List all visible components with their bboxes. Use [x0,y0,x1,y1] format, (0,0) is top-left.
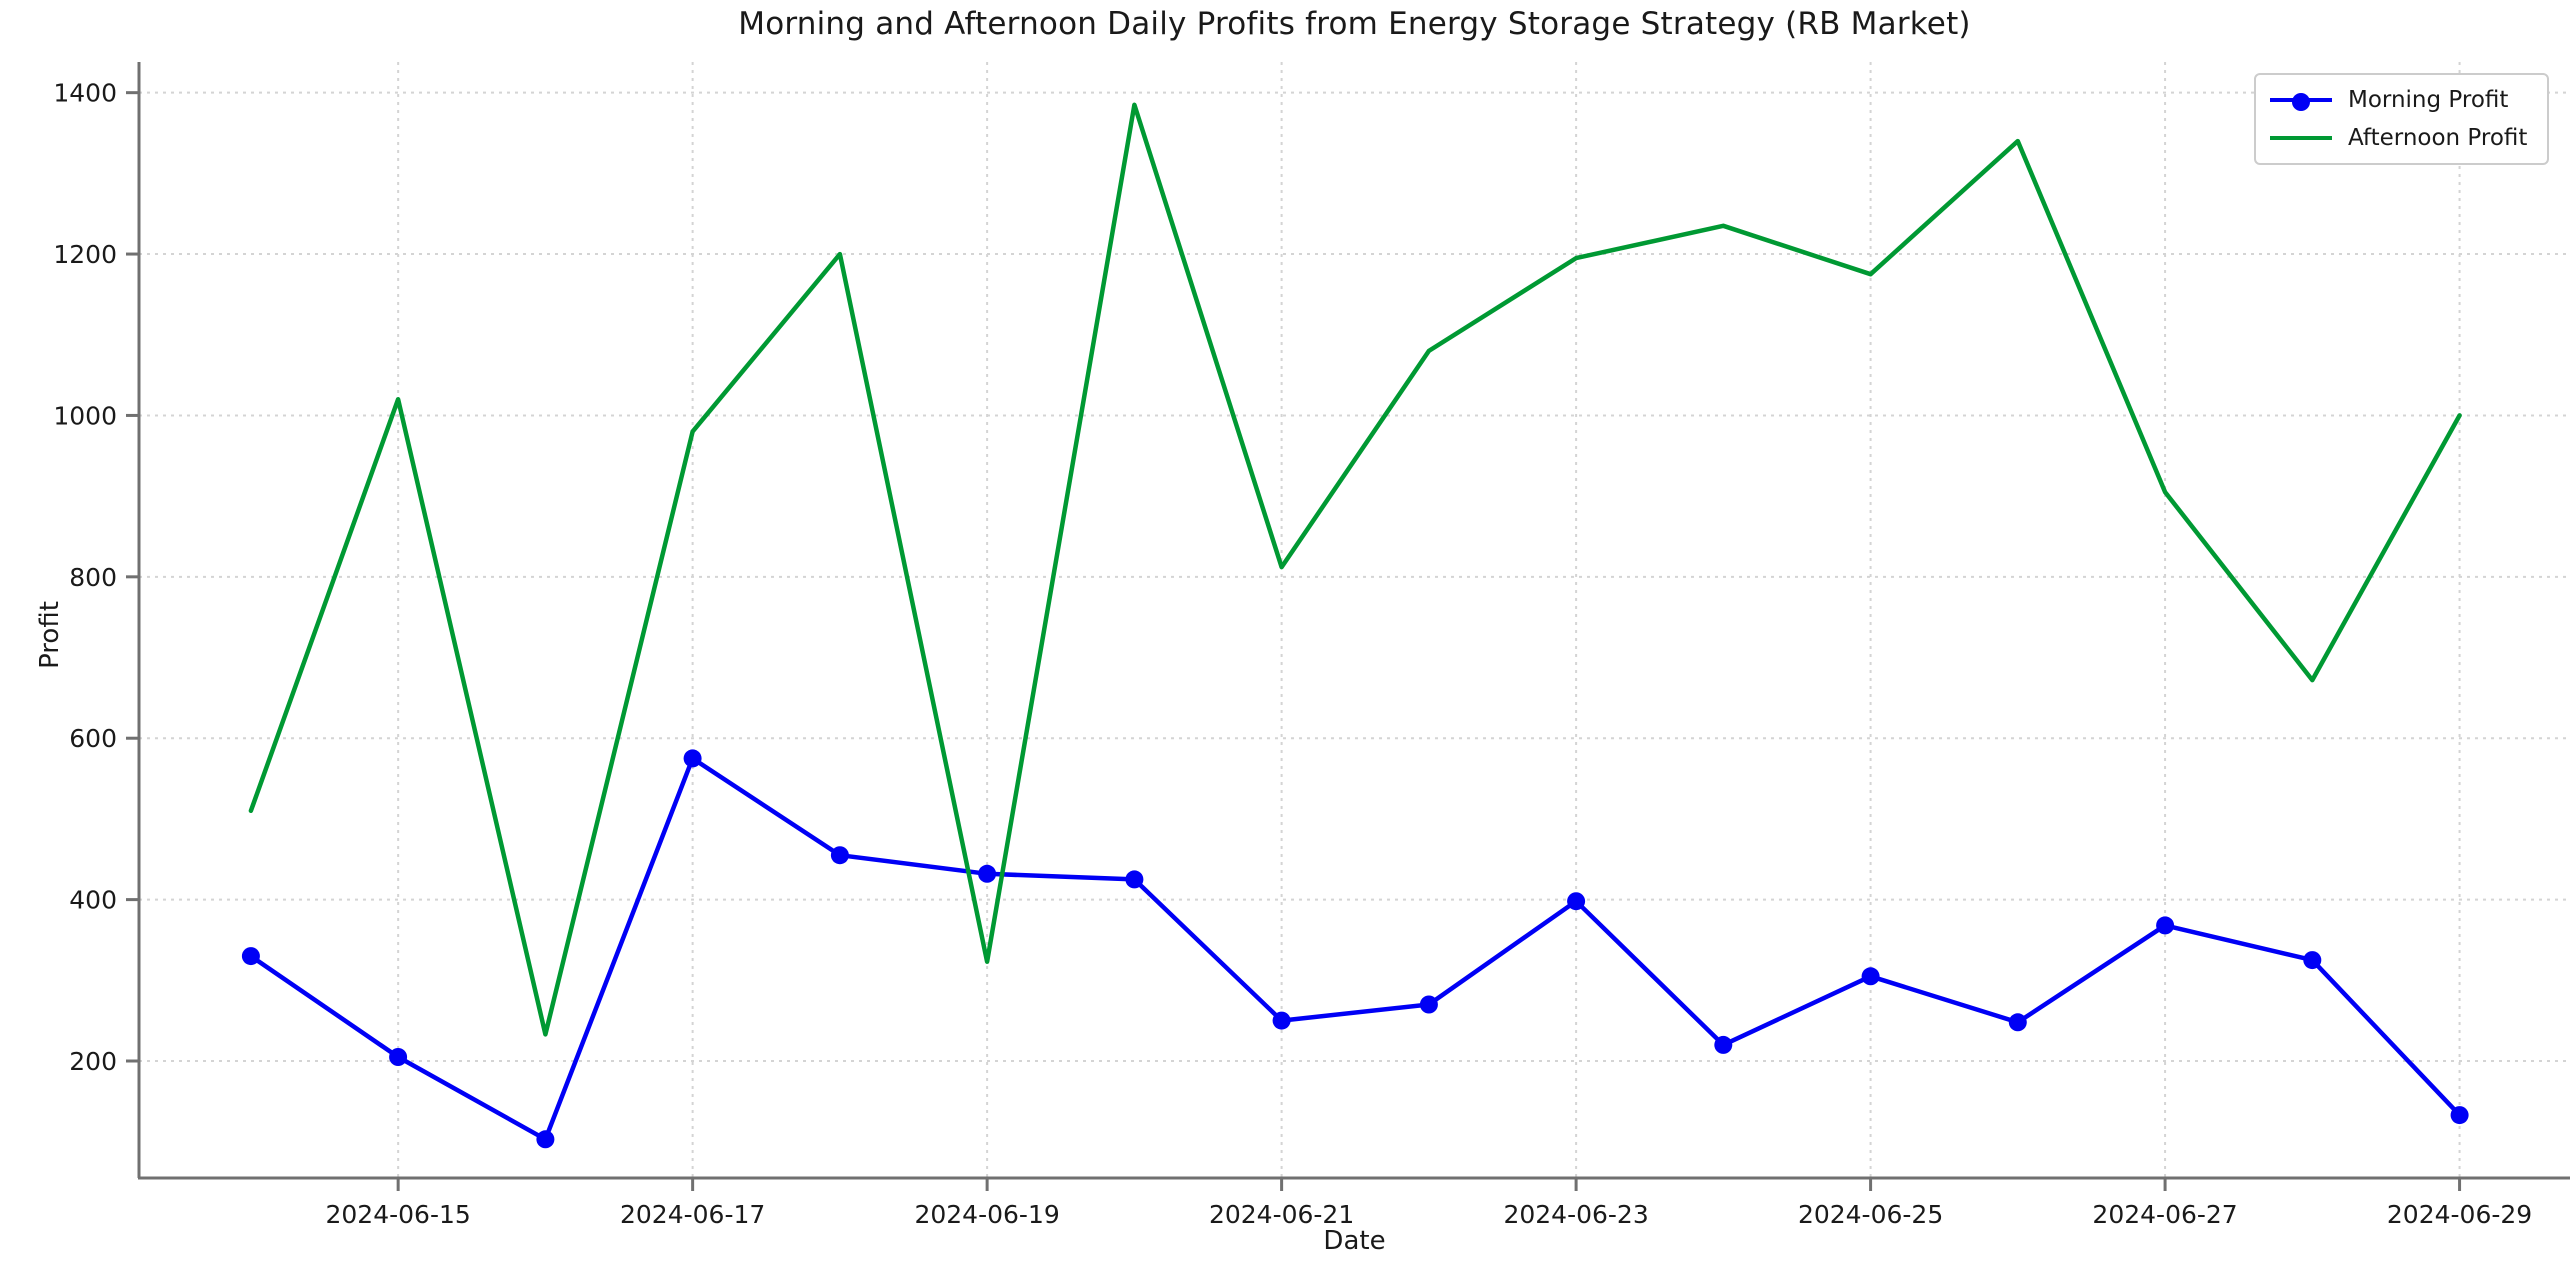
legend-label-afternoon: Afternoon Profit [2348,125,2528,151]
chart-title: Morning and Afternoon Daily Profits from… [738,6,1971,42]
y-axis: 200 400 600 800 1000 1200 1400 [53,79,139,1076]
legend-entry-morning: Morning Profit [2270,87,2529,113]
series-morning-profit [241,749,2469,1149]
x-tick-label: 2024-06-15 [326,1200,471,1229]
data-point-marker [830,846,849,865]
x-tick-label: 2024-06-23 [1503,1200,1648,1229]
y-tick-label: 1400 [53,79,117,108]
data-point-marker [2008,1013,2027,1032]
x-tick-label: 2024-06-25 [1798,1200,1943,1229]
data-point-marker [1419,995,1438,1014]
series-line [248,756,2462,1142]
x-tick-label: 2024-06-17 [620,1200,765,1229]
data-point-marker [241,947,260,966]
data-point-marker [389,1048,408,1066]
data-point-marker [2303,951,2322,970]
data-point-marker [2450,1106,2469,1125]
data-point-marker [1272,1011,1291,1030]
data-point-marker [1567,892,1586,911]
legend: Morning Profit Afternoon Profit [2254,73,2549,165]
x-tick-label: 2024-06-29 [2387,1200,2532,1229]
x-axis-label: Date [1323,1226,1386,1256]
x-tick-label: 2024-06-27 [2092,1200,2237,1229]
data-point-marker [2156,916,2175,935]
data-point-marker [536,1130,555,1149]
y-tick-label: 1200 [53,240,117,269]
series-afternoon-profit [248,102,2462,1037]
x-tick-label: 2024-06-19 [914,1200,1059,1229]
y-tick-label: 400 [69,886,117,915]
data-point-marker [978,864,997,883]
y-tick-label: 800 [69,563,117,592]
y-tick-label: 200 [69,1047,117,1076]
gridlines [139,62,2570,1178]
x-tick-label: 2024-06-21 [1209,1200,1354,1229]
legend-morning-line-marker-icon [2270,93,2332,111]
data-point-marker [1714,1035,1733,1054]
x-axis: 2024-06-15 2024-06-17 2024-06-19 2024-06-21… [326,1178,2532,1229]
data-point-marker [1861,967,1880,986]
data-point-marker [1125,870,1144,889]
legend-afternoon-line-icon [2270,136,2332,140]
legend-entry-afternoon: Afternoon Profit [2270,125,2529,151]
legend-label-morning: Morning Profit [2348,87,2509,113]
data-point-marker [683,749,702,768]
y-tick-label: 600 [69,724,117,753]
series-line [248,102,2462,1037]
y-axis-label: Profit [35,601,65,669]
y-tick-label: 1000 [53,401,117,430]
